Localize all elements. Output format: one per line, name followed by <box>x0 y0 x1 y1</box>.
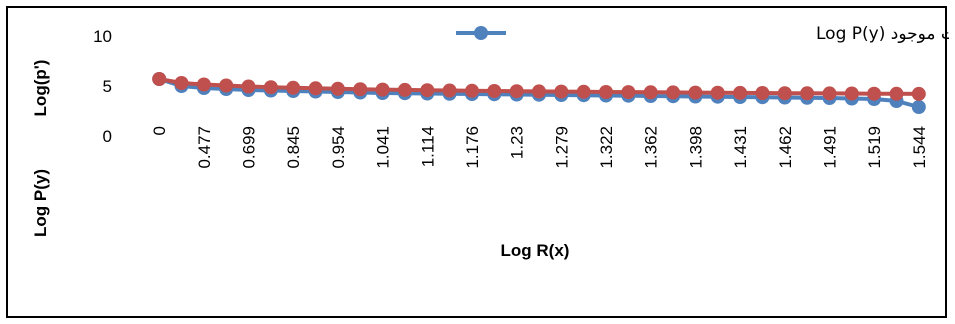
series-2-point <box>755 86 770 100</box>
series-2-point <box>487 84 502 98</box>
x-tick-label: 1.398 <box>686 126 705 169</box>
series-2-point <box>800 86 815 101</box>
x-tick-label: 1.279 <box>552 126 571 169</box>
x-tick-label: 1.041 <box>374 126 393 169</box>
x-tick-label: 0.699 <box>240 126 259 169</box>
series-2-point <box>375 82 390 97</box>
series-2-point <box>174 76 189 90</box>
x-tick-label: 1.519 <box>865 126 884 169</box>
x-tick-label: 1.114 <box>418 126 437 167</box>
series-2-point <box>576 84 591 99</box>
y-tick-label: 5 <box>103 77 112 96</box>
y-tick-label: 10 <box>93 27 112 46</box>
series-2-point <box>465 83 479 98</box>
x-tick-label: 1.544 <box>910 126 929 169</box>
series-2-point <box>196 77 211 92</box>
series-2-point <box>397 82 412 97</box>
series-2-point <box>666 85 681 100</box>
x-tick-label: 0 <box>150 126 169 135</box>
x-tick-label: 0.477 <box>195 126 214 169</box>
x-tick-label: 1.491 <box>820 126 839 169</box>
series-2-point <box>822 86 837 101</box>
series-2-point <box>643 85 658 100</box>
x-tick-label: 1.362 <box>642 126 661 169</box>
legend-point-marker <box>474 26 488 40</box>
x-tick-label: 1.431 <box>731 126 750 169</box>
series-2-point <box>152 72 167 86</box>
series-2-point <box>219 78 234 93</box>
series-2-point <box>911 86 926 101</box>
series-2-point <box>509 84 524 99</box>
series-2-point <box>844 86 859 101</box>
legend: لگارتیم جمعیت موجود Log P(y) <box>456 23 949 44</box>
series-group <box>152 72 926 114</box>
legend-label: لگارتیم جمعیت موجود Log P(y) <box>816 23 949 44</box>
series-2-point <box>263 80 278 95</box>
series-2-point <box>532 84 546 99</box>
y-tick-label: 0 <box>103 127 112 146</box>
series-1-point <box>911 100 926 114</box>
series-2-point <box>554 84 569 99</box>
series-2-point <box>241 79 256 94</box>
chart-svg: 0 5 10 0 0.477 0.699 0.845 0.954 1.041 1.114 1.17… <box>31 23 949 260</box>
series-2-point <box>733 85 748 100</box>
series-2-point <box>889 86 904 101</box>
x-axis-title: Log R(x) <box>501 241 570 260</box>
series-2-point <box>777 86 792 101</box>
series-2-point <box>688 85 703 100</box>
series-2-point <box>710 85 725 100</box>
series-2-point <box>353 82 368 97</box>
series-2-point <box>420 83 435 98</box>
series-2-point <box>286 80 301 95</box>
series-2-point <box>867 86 882 101</box>
chart-frame: 0 5 10 0 0.477 0.699 0.845 0.954 1.041 1.114 1.17… <box>6 6 949 318</box>
series-2-point <box>330 81 345 96</box>
series-2-point <box>308 81 323 96</box>
series-2-point <box>442 83 457 98</box>
x-tick-label: 1.322 <box>597 126 616 169</box>
y-axis: 0 5 10 <box>93 27 112 146</box>
series-2-point <box>621 85 636 100</box>
x-axis: 0 0.477 0.699 0.845 0.954 1.041 1.114 1.176 1.23… <box>150 126 929 169</box>
x-tick-label: 0.845 <box>284 126 303 169</box>
x-tick-label: 1.176 <box>463 126 482 169</box>
y-axis-title: Log(p') <box>31 60 50 117</box>
y-axis-secondary-title: Log P(y) <box>31 169 50 237</box>
series-2-point <box>599 85 613 99</box>
x-tick-label: 1.23 <box>508 126 527 159</box>
x-tick-label: 1.462 <box>776 126 795 169</box>
x-tick-label: 0.954 <box>329 126 348 169</box>
